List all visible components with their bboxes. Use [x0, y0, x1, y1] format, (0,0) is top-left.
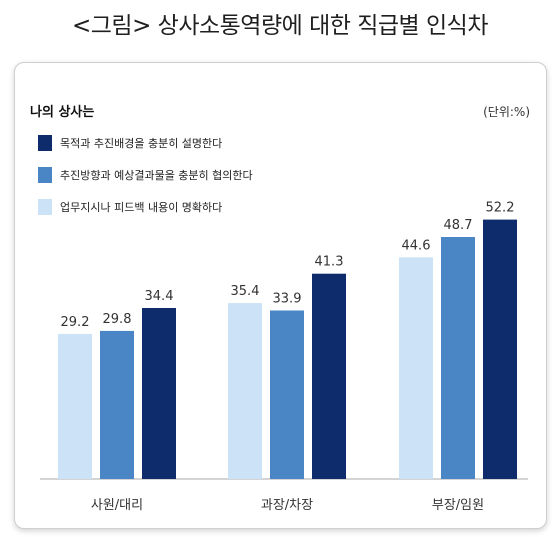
legend-item-explain-purpose: 목적과 추진배경을 충분히 설명한다: [38, 134, 253, 152]
bar-sawon-daeri-explain-purpose: [142, 308, 176, 479]
data-label-gwajang-chajang-clear-instructions: 35.4: [231, 284, 260, 299]
category-label-bujang-imwon: 부장/임원: [432, 498, 484, 513]
legend-swatch-clear-instructions: [38, 199, 52, 215]
bar-gwajang-chajang-explain-purpose: [312, 273, 346, 479]
bar-bujang-imwon-clear-instructions: [399, 257, 433, 479]
data-label-bujang-imwon-clear-instructions: 44.6: [402, 238, 431, 253]
data-label-gwajang-chajang-discuss-direction: 33.9: [273, 292, 302, 307]
data-label-gwajang-chajang-explain-purpose: 41.3: [315, 255, 344, 270]
legend-label-clear-instructions: 업무지시나 피드백 내용이 명확하다: [60, 201, 223, 214]
legend-swatch-explain-purpose: [38, 135, 52, 151]
bar-sawon-daeri-clear-instructions: [58, 333, 92, 479]
legend-item-clear-instructions: 업무지시나 피드백 내용이 명확하다: [38, 198, 253, 216]
category-label-gwajang-chajang: 과장/차장: [261, 498, 313, 513]
legend-item-discuss-direction: 추진방향과 예상결과물을 충분히 협의한다: [38, 166, 253, 184]
bars-layer: [58, 219, 517, 479]
legend-label-discuss-direction: 추진방향과 예상결과물을 충분히 협의한다: [60, 169, 253, 182]
data-label-sawon-daeri-explain-purpose: 34.4: [145, 289, 174, 304]
bar-bujang-imwon-discuss-direction: [441, 237, 475, 479]
data-label-bujang-imwon-discuss-direction: 48.7: [444, 218, 473, 233]
data-label-sawon-daeri-clear-instructions: 29.2: [61, 315, 90, 330]
figure-title: <그림> 상사소통역량에 대한 직급별 인식차: [71, 13, 489, 39]
data-label-sawon-daeri-discuss-direction: 29.8: [103, 312, 132, 327]
chart-subject-title: 나의 상사는: [30, 105, 95, 120]
data-label-bujang-imwon-explain-purpose: 52.2: [486, 201, 515, 216]
labels-layer: 29.2 29.8 34.4 사원/대리 35.4 33.9 41.3 과장/차장 44.6 48…: [61, 201, 515, 513]
legend: 목적과 추진배경을 충분히 설명한다 추진방향과 예상결과물을 충분히 협의한다…: [38, 134, 253, 230]
bar-gwajang-chajang-discuss-direction: [270, 310, 304, 479]
unit-label: (단위:%): [483, 105, 530, 119]
bar-bujang-imwon-explain-purpose: [483, 219, 517, 479]
bar-sawon-daeri-discuss-direction: [100, 330, 134, 479]
legend-swatch-discuss-direction: [38, 167, 52, 183]
bar-gwajang-chajang-clear-instructions: [228, 303, 262, 479]
legend-label-explain-purpose: 목적과 추진배경을 충분히 설명한다: [60, 137, 223, 150]
category-label-sawon-daeri: 사원/대리: [91, 498, 143, 513]
